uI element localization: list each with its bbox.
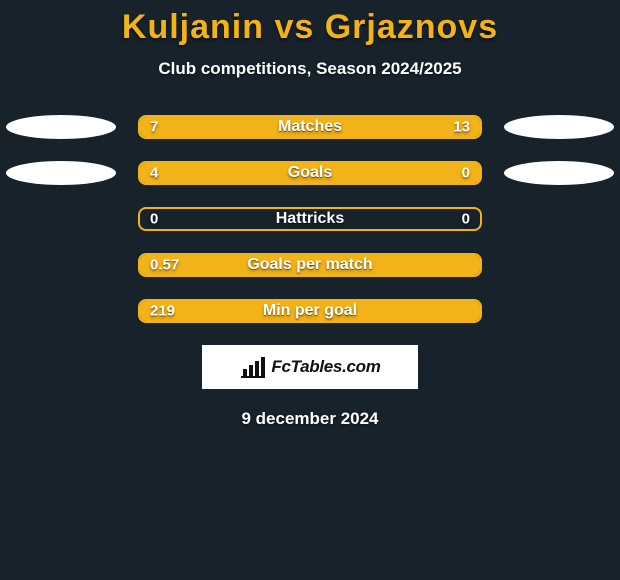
stat-bar-gpm: 0.57 Goals per match (138, 253, 482, 277)
page-title: Kuljanin vs Grjaznovs (0, 8, 620, 47)
stat-value-right: 0 (462, 211, 470, 228)
stat-row: 219 Min per goal (0, 299, 620, 323)
stat-bar-goals: 4 Goals 0 (138, 161, 482, 185)
player-right-avatar (504, 161, 614, 185)
date-label: 9 december 2024 (0, 409, 620, 429)
player-right-avatar (504, 115, 614, 139)
bar-fill-left (140, 255, 480, 275)
stat-row: 0.57 Goals per match (0, 253, 620, 277)
stat-value-left: 0 (150, 211, 158, 228)
bar-fill-right (259, 117, 480, 137)
stat-label: Hattricks (140, 210, 480, 228)
bar-fill-left (140, 301, 480, 321)
stat-row: 0 Hattricks 0 (0, 207, 620, 231)
stat-bar-matches: 7 Matches 13 (138, 115, 482, 139)
stat-row: 7 Matches 13 (0, 115, 620, 139)
stat-row: 4 Goals 0 (0, 161, 620, 185)
comparison-card: Kuljanin vs Grjaznovs Club competitions,… (0, 0, 620, 580)
player-left-avatar (6, 115, 116, 139)
stat-bar-mpg: 219 Min per goal (138, 299, 482, 323)
brand-badge: FcTables.com (202, 345, 418, 389)
comparison-rows: 7 Matches 13 4 Goals 0 0 Hattr (0, 115, 620, 323)
player-left-avatar (6, 161, 116, 185)
stat-bar-hattricks: 0 Hattricks 0 (138, 207, 482, 231)
brand-text: FcTables.com (271, 357, 380, 377)
bar-fill-left (140, 117, 259, 137)
bar-fill-right (419, 163, 480, 183)
bar-chart-icon (239, 355, 267, 379)
subtitle: Club competitions, Season 2024/2025 (0, 59, 620, 79)
